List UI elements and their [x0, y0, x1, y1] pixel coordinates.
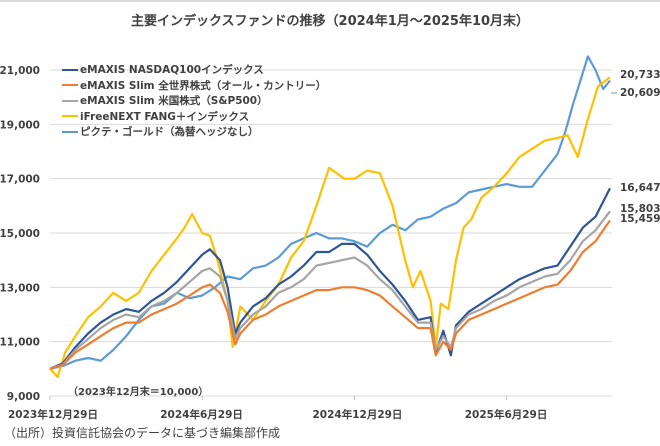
x-tick-label: 2023年12月29日	[8, 408, 98, 421]
y-tick-label: 19,000	[0, 119, 40, 131]
y-tick-label: 11,000	[0, 337, 40, 349]
legend-swatch	[62, 84, 78, 87]
series-line-0	[49, 187, 611, 370]
legend: eMAXIS NASDAQ100インデックス eMAXIS Slim 全世界株式（…	[62, 62, 326, 140]
legend-label: eMAXIS NASDAQ100インデックス	[80, 64, 264, 77]
legend-item: eMAXIS Slim 米国株式（S&P500）	[62, 93, 326, 109]
legend-item: ピクテ・ゴールド（為替ヘッジなし）	[62, 124, 326, 140]
legend-swatch	[62, 115, 78, 118]
legend-label: ピクテ・ゴールド（為替ヘッジなし）	[80, 126, 259, 139]
legend-label: eMAXIS Slim 米国株式（S&P500）	[80, 95, 268, 108]
end-label: 20,609	[620, 87, 660, 99]
y-axis-ticks: 9,000 11,000 13,000 15,000 17,000 19,000 21,00…	[0, 65, 40, 403]
y-tick-label: 13,000	[0, 282, 40, 294]
baseline-annotation: （2023年12月末＝10,000）	[68, 387, 209, 398]
x-tick-label: 2025年6月29日	[465, 408, 548, 421]
y-tick-label: 17,000	[0, 174, 40, 186]
series-line-1	[49, 219, 611, 370]
legend-item: eMAXIS Slim 全世界株式（オール・カントリー）	[62, 78, 326, 94]
line-chart: 9,000 11,000 13,000 15,000 17,000 19,000 21,00…	[0, 55, 660, 421]
chart-title: 主要インデックスファンドの推移（2024年1月～2025年10月末）	[130, 14, 530, 29]
series-line-3	[49, 76, 611, 379]
x-tick-label: 2024年6月29日	[160, 408, 243, 421]
legend-item: iFreeNEXT FANG＋インデックス	[62, 109, 326, 125]
legend-label: eMAXIS Slim 全世界株式（オール・カントリー）	[80, 79, 327, 92]
end-label: 15,459	[620, 213, 660, 225]
y-tick-label: 21,000	[0, 65, 40, 77]
legend-label: iFreeNEXT FANG＋インデックス	[80, 110, 250, 123]
y-tick-label: 9,000	[7, 391, 40, 403]
x-tick-label: 2024年12月29日	[312, 408, 402, 421]
y-tick-label: 15,000	[0, 228, 40, 240]
end-label: 15,803	[620, 203, 660, 215]
series-lines	[49, 55, 611, 379]
chart-frame	[0, 0, 660, 2]
legend-swatch	[62, 99, 78, 102]
series-line-2	[49, 210, 611, 370]
legend-swatch	[62, 130, 78, 133]
legend-swatch	[62, 68, 78, 71]
end-label: 16,647	[620, 182, 660, 194]
gridlines	[50, 69, 612, 397]
source-note: （出所）投資信託協会のデータに基づき編集部作成	[4, 426, 281, 440]
x-axis-ticks: 2023年12月29日 2024年6月29日 2024年12月29日 2025年6月2…	[8, 396, 547, 421]
end-label: 20,733	[620, 69, 660, 81]
legend-item: eMAXIS NASDAQ100インデックス	[62, 62, 326, 78]
